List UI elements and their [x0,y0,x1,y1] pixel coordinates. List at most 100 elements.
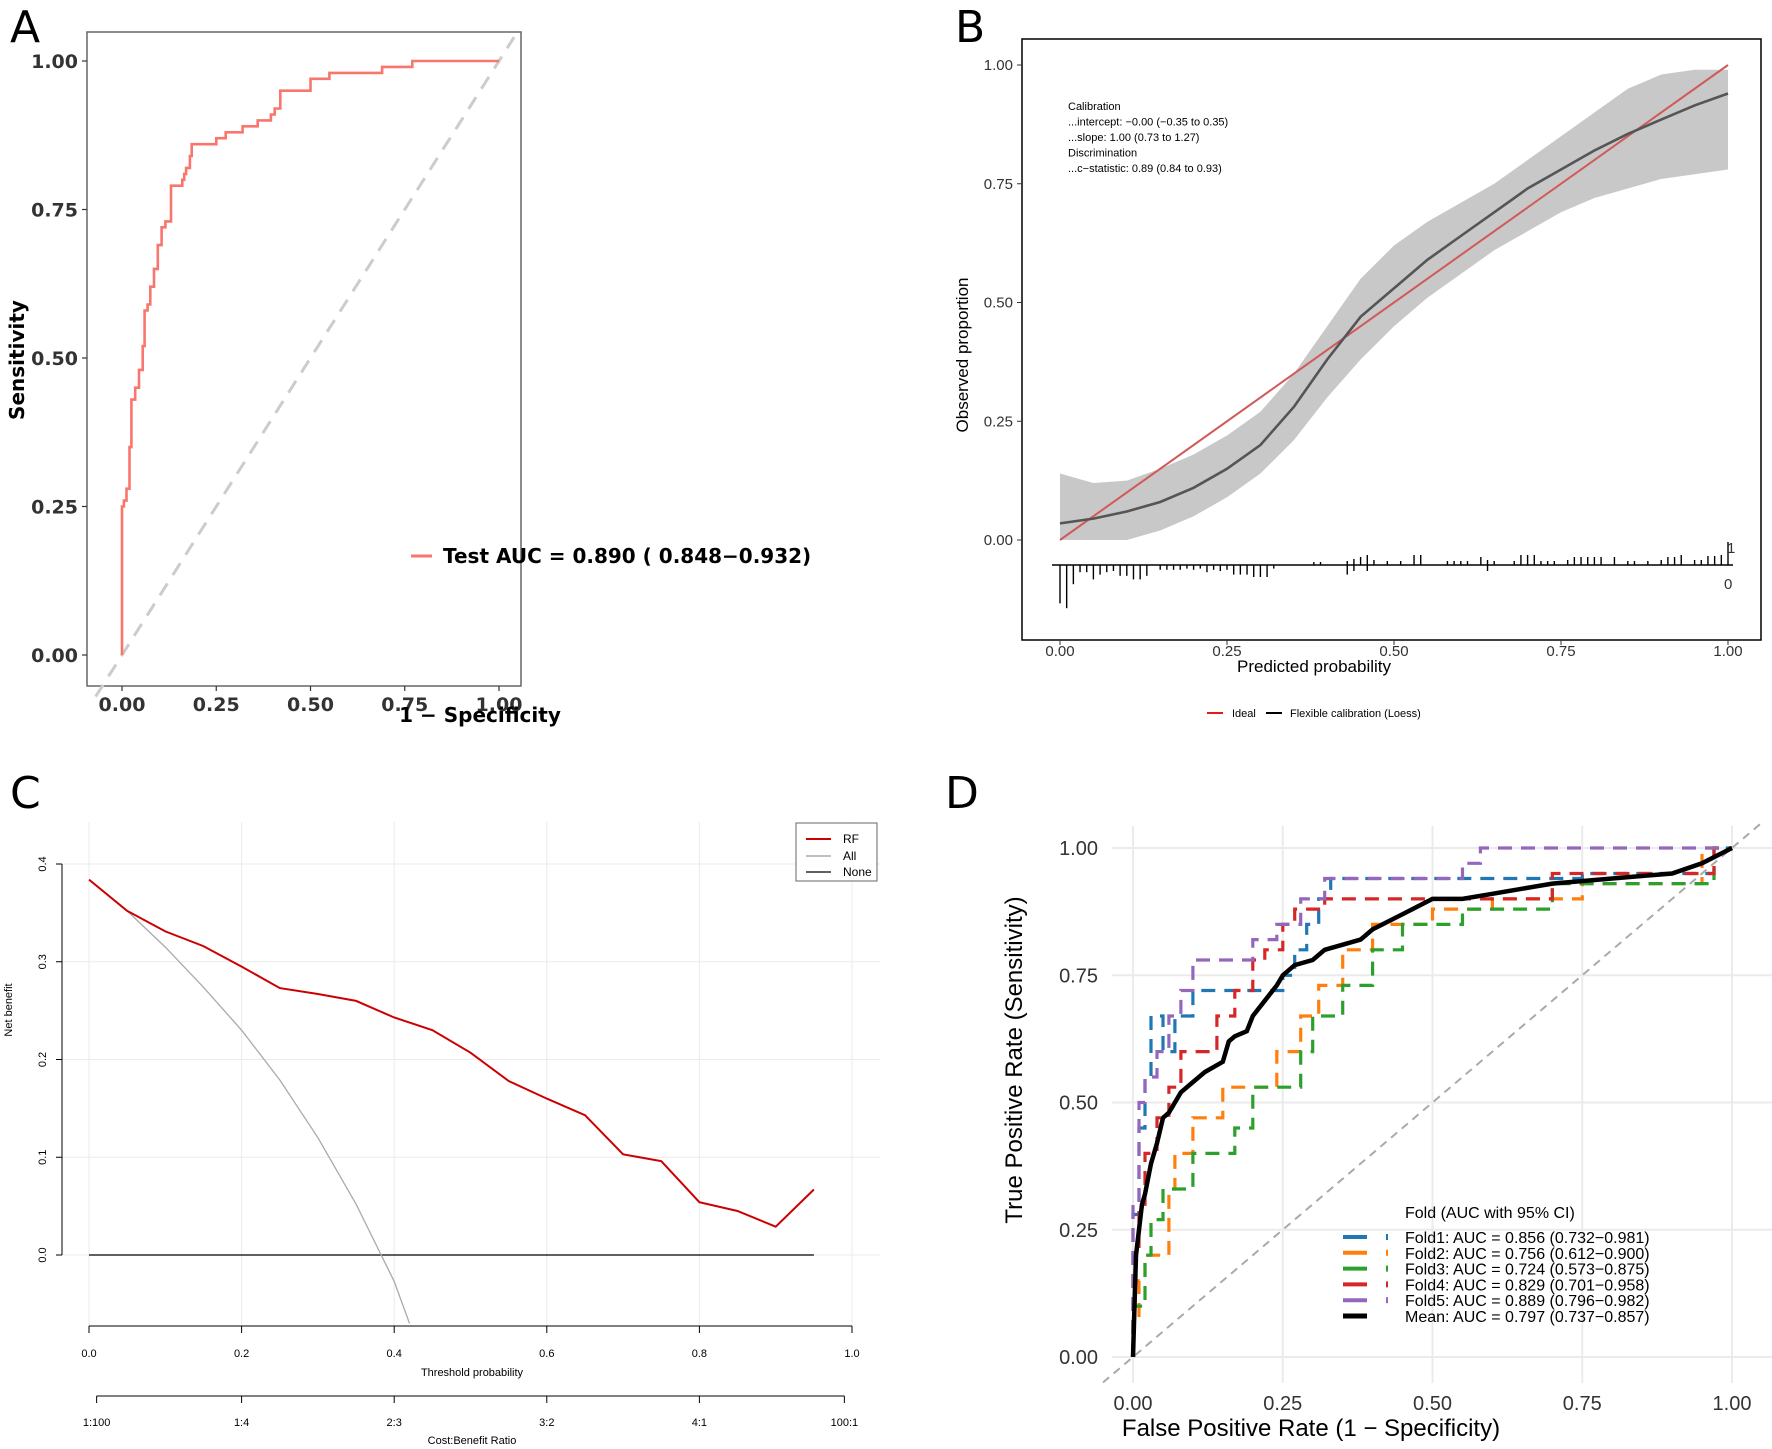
panel-c-xtick-label: 0.8 [692,1348,707,1360]
panel-c-x2tick-label: 4:1 [692,1417,707,1429]
panel-d-legend-entry: Fold4: AUC = 0.829 (0.701−0.958) [1405,1277,1650,1294]
panel-c-x2tick-label: 3:2 [539,1417,554,1429]
panel-c-x2tick-label: 2:3 [387,1417,402,1429]
panel-d-xtick-label: 0.50 [1413,1393,1452,1415]
panel-d-ytick-label: 0.75 [1059,965,1098,987]
panel-a-ylabel: Sensitivity [5,300,29,420]
panel-d-cv-roc: 0.00 0.25 0.50 0.75 1.00 0.00 0.25 0.50 0.75 1.0… [1001,821,1772,1442]
panel-c-x2tick-label: 1:4 [234,1417,249,1429]
panel-d-ytick-label: 0.50 [1059,1093,1098,1115]
panel-b-xtick-label: 1.00 [1713,643,1742,660]
panel-d-legend-entry: Fold3: AUC = 0.724 (0.573−0.875) [1405,1262,1650,1279]
panel-b-xtick-label: 0.50 [1379,643,1408,660]
panel-c-x2label: Cost:Benefit Ratio [428,1435,517,1447]
panel-a-ytick-label: 0.75 [31,200,78,222]
panel-label-d: D [945,768,979,819]
panel-b-rug-label-0: 0 [1724,576,1732,593]
panel-d-legend-entry: Fold5: AUC = 0.889 (0.796−0.982) [1405,1293,1650,1310]
panel-c-ytick-label: 0.0 [37,1247,49,1262]
panel-b-loess-curve [1059,92,1729,525]
panel-d-legend-entry: Fold2: AUC = 0.756 (0.612−0.900) [1405,1246,1650,1263]
panel-b-ytick-label: 0.00 [984,532,1013,549]
panel-d-mean-curve [1130,845,1734,1358]
panel-a-legend-label: Test AUC = 0.890 ( 0.848−0.932) [443,544,811,568]
panel-b-annotation-line: ...slope: 1.00 (0.73 to 1.27) [1068,132,1199,144]
panel-b-xtick-label: 0.25 [1212,643,1241,660]
panel-d-chance-line [1102,821,1763,1384]
panel-c-all-line [88,879,411,1324]
panel-b-plot-frame [1021,38,1762,641]
panel-a-xtick-label: 0.25 [193,694,240,716]
panel-c-xtick-label: 1.0 [844,1348,859,1360]
panel-d-ylabel: True Positive Rate (Sensitivity) [1001,896,1028,1223]
panel-c-xtick-label: 0.0 [81,1348,96,1360]
panel-d-legend-title: Fold (AUC with 95% CI) [1405,1205,1575,1222]
panel-b-annotation-line: Calibration [1068,101,1121,113]
panel-d-fold4-curve [1131,846,1732,1357]
panel-d-fold2-curve [1131,846,1732,1357]
panel-c-xtick-label: 0.2 [234,1348,249,1360]
panel-a-plot-frame [86,31,522,687]
panel-b-xlabel: Predicted probability [1237,657,1392,676]
panel-label-b: B [955,2,985,53]
panel-d-ytick-label: 0.25 [1059,1220,1098,1242]
panel-c-rf-line [88,878,815,1228]
panel-d-ytick-label: 1.00 [1059,838,1098,860]
panel-c-ytick-label: 0.1 [37,1150,49,1165]
panel-b-ytick-label: 0.75 [984,176,1013,193]
panel-c-xtick-label: 0.6 [539,1348,554,1360]
panel-c-x2tick-label: 100:1 [831,1417,859,1429]
panel-a-xtick-label: 0.75 [381,694,428,716]
panel-b-xtick-label: 0.75 [1546,643,1575,660]
panel-b-ytick-label: 0.25 [984,413,1013,430]
panel-b-ytick-label: 1.00 [984,57,1013,74]
panel-c-legend-none: None [843,865,872,879]
panel-b-xtick-label: 0.00 [1045,643,1074,660]
panel-b-confidence-band [1060,69,1728,541]
panel-d-legend-entry: Fold1: AUC = 0.856 (0.732−0.981) [1405,1230,1650,1247]
panel-a-plot-area [87,32,521,686]
panel-c-x2tick-label: 1:100 [83,1417,111,1429]
panel-b-annotation-line: Discrimination [1068,148,1137,160]
panel-d-legend-entry: Mean: AUC = 0.797 (0.737−0.857) [1405,1309,1650,1326]
panel-b-ytick-label: 0.50 [984,295,1013,312]
panel-a-ytick-label: 0.00 [31,645,78,667]
panel-d-xtick-label: 1.00 [1713,1393,1752,1415]
panel-a-xlabel: 1 − Specificity [399,703,561,727]
panel-a-ytick-label: 1.00 [31,51,78,73]
panel-d-fold5-curve [1131,846,1732,1357]
panel-b-legend-ideal: Ideal [1232,708,1256,720]
panel-c-ylabel: Net benefit [3,983,15,1036]
panel-label-c: C [10,768,41,819]
panel-b-legend-loess: Flexible calibration (Loess) [1290,708,1421,720]
panel-d-fold3-curve [1131,846,1732,1357]
panel-a-roc: 0.00 0.25 0.50 0.75 1.00 0.00 0.25 0.50 0.75 1.0… [5,31,811,727]
panel-b-annotation-line: ...intercept: −0.00 (−0.35 to 0.35) [1068,117,1228,129]
panel-c-ytick-label: 0.2 [37,1052,49,1067]
panel-b-ylabel: Observed proportion [953,278,972,433]
panel-b-rug-label-1: 1 [1727,540,1735,557]
panel-d-xlabel: False Positive Rate (1 − Specificity) [1122,1415,1500,1442]
panel-a-xtick-label: 0.00 [99,694,146,716]
panel-c-legend-rf: RF [843,832,859,846]
panel-d-ytick-label: 0.00 [1059,1347,1098,1369]
panel-d-xtick-label: 0.25 [1263,1393,1302,1415]
panel-a-roc-curve [120,59,499,655]
panel-c-xlabel: Threshold probability [421,1367,524,1379]
panel-a-xtick-label: 0.50 [287,694,334,716]
panel-c-ytick-label: 0.4 [37,856,49,871]
panel-b-calibration: 0.00 0.25 0.50 0.75 1.00 0.00 0.25 0.50 0.75 1.0… [953,38,1762,720]
panel-c-legend-all: All [843,849,856,863]
panel-label-a: A [10,2,40,53]
panel-a-ytick-label: 0.25 [31,497,78,519]
panel-c-legend-box [795,822,878,882]
panel-a-ytick-label: 0.50 [31,348,78,370]
panel-d-xtick-label: 0.00 [1114,1393,1153,1415]
panel-c-decision-curve: 0.0 0.1 0.2 0.3 0.4 0.0 0.2 0.4 0.6 0.8 1.0 1:100… [3,822,880,1447]
panel-c-xtick-label: 0.4 [387,1348,402,1360]
panel-b-annotation-line: ...c−statistic: 0.89 (0.84 to 0.93) [1068,163,1222,175]
panel-b-ideal-line [1059,64,1729,541]
panel-a-xtick-label: 1.00 [476,694,523,716]
panel-c-ytick-label: 0.3 [37,954,49,969]
